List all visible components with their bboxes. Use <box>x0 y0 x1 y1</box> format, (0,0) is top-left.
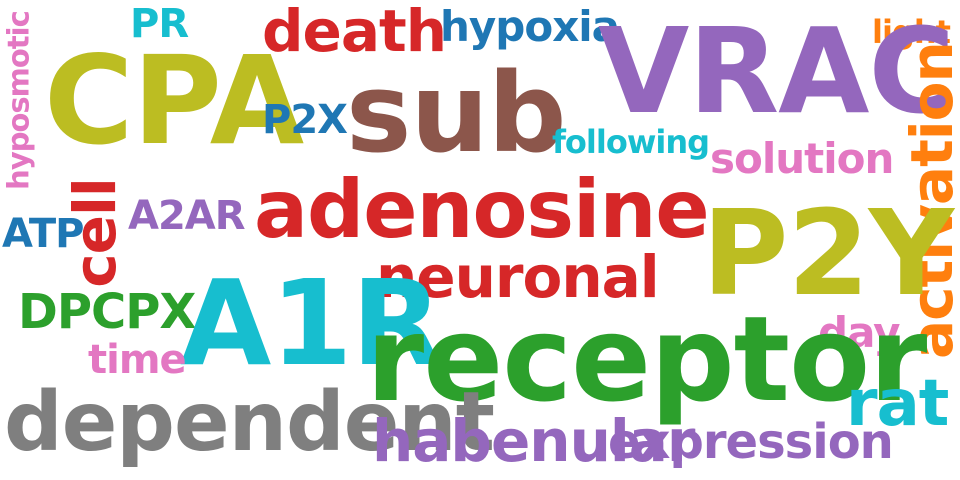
word-hyposmotic: hyposmotic <box>1 11 36 190</box>
word-following: following <box>552 123 710 161</box>
word-a1r: A1R <box>180 254 442 392</box>
word-adenosine: adenosine <box>254 163 710 256</box>
word-light: light <box>872 13 951 51</box>
word-sub: sub <box>346 49 567 177</box>
word-p2y: P2Y <box>702 184 954 322</box>
word-rat: rat <box>846 367 949 441</box>
word-atp: ATP <box>2 211 84 257</box>
word-expression: expression <box>608 414 894 470</box>
word-habenular: habenular <box>372 407 695 475</box>
word-p2x: P2X <box>262 97 348 143</box>
word-dependent: dependent <box>4 375 495 470</box>
word-death: death <box>262 0 447 65</box>
word-cpa: CPA <box>44 30 304 172</box>
word-day: day <box>818 308 900 357</box>
word-vrac: VRAC <box>598 2 955 140</box>
word-solution: solution <box>710 134 894 183</box>
word-dpcpx: DPCPX <box>18 284 196 340</box>
word-hypoxia: hypoxia <box>440 2 620 51</box>
word-time: time <box>88 337 187 383</box>
word-neuronal: neuronal <box>376 243 660 311</box>
word-a2ar: A2AR <box>128 193 246 239</box>
word-pr: PR <box>130 1 189 47</box>
word-receptor: receptor <box>366 290 927 428</box>
